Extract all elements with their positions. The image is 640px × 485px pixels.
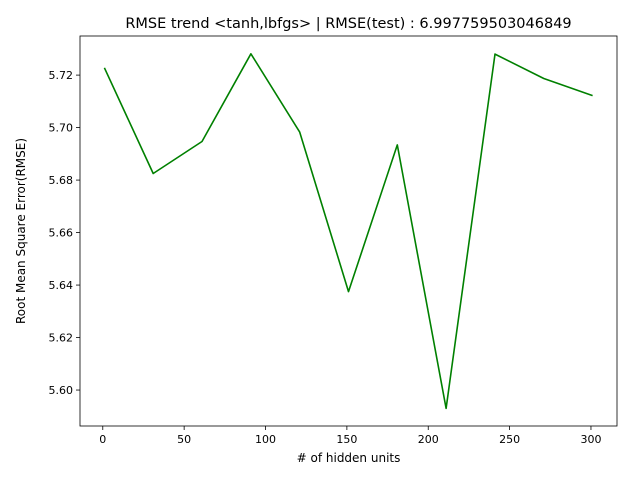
y-tick-label: 5.62: [49, 332, 74, 345]
x-tick-label: 0: [99, 433, 106, 446]
y-tick-label: 5.70: [49, 122, 74, 135]
x-tick-label: 250: [499, 433, 520, 446]
x-tick-label: 150: [336, 433, 357, 446]
x-tick-label: 300: [580, 433, 601, 446]
y-tick-label: 5.64: [49, 279, 74, 292]
y-tick-label: 5.66: [49, 227, 74, 240]
y-tick-label: 5.68: [49, 174, 74, 187]
x-tick-label: 200: [418, 433, 439, 446]
chart-title: RMSE trend <tanh,lbfgs> | RMSE(test) : 6…: [125, 16, 571, 32]
y-tick-label: 5.60: [49, 384, 74, 397]
y-tick-label: 5.72: [49, 69, 74, 82]
x-tick-label: 100: [255, 433, 276, 446]
x-axis-label: # of hidden units: [297, 451, 401, 465]
x-tick-label: 50: [177, 433, 191, 446]
y-axis-label: Root Mean Square Error(RMSE): [14, 138, 28, 324]
